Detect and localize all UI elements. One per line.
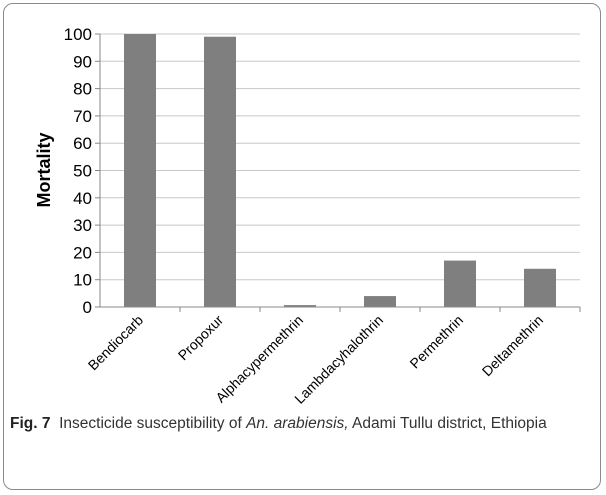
bar-lambdacyhalothrin [364, 296, 396, 307]
caption-text: Insecticide susceptibility of [59, 415, 247, 432]
y-tick-label: 20 [73, 243, 92, 262]
gridlines [100, 33, 580, 281]
y-tick-label: 90 [73, 52, 92, 71]
y-tick-label: 60 [73, 134, 92, 153]
x-tick-label: Lambdacyhalothrin [291, 312, 386, 407]
y-tick-labels: 0 10 20 30 40 50 60 70 80 90 100 [64, 25, 92, 317]
bar-chart: 0 10 20 30 40 50 60 70 80 90 100 Bendiocarb Propoxu… [34, 25, 581, 407]
x-tick-label: Propoxur [175, 312, 227, 364]
y-tick-label: 50 [73, 162, 92, 181]
figure-label: Fig. 7 [10, 415, 51, 432]
x-tick-label: Deltamethrin [479, 312, 546, 379]
y-axis-label: Mortality [34, 132, 54, 207]
y-tick-label: 70 [73, 107, 92, 126]
y-tick-label: 10 [73, 271, 92, 290]
bar-permethrin [444, 260, 476, 307]
bar-propoxur [204, 36, 236, 307]
bar-bendiocarb [124, 34, 156, 307]
y-tick-label: 80 [73, 80, 92, 99]
bars [124, 34, 556, 307]
y-tick-label: 100 [64, 25, 92, 44]
x-tick-labels: Bendiocarb PropoxurAlphacypermethrinLambd… [85, 312, 546, 407]
bar-alphacypermethrin [284, 305, 316, 307]
y-tick-label: 30 [73, 216, 92, 235]
bar-deltamethrin [524, 268, 556, 307]
axes [95, 33, 581, 312]
figure-caption: Fig. 7 Insecticide susceptibility of An.… [10, 412, 595, 436]
caption-location: Adami Tullu district, Ethiopia [348, 415, 547, 432]
x-tick-label: Alphacypermethrin [212, 312, 306, 406]
figure-frame [3, 3, 601, 490]
y-tick-label: 40 [73, 189, 92, 208]
x-tick-label: Bendiocarb [85, 312, 147, 374]
caption-species: An. arabiensis, [246, 415, 349, 432]
x-tick-label: Permethrin [406, 312, 466, 372]
y-tick-label: 0 [83, 298, 92, 317]
